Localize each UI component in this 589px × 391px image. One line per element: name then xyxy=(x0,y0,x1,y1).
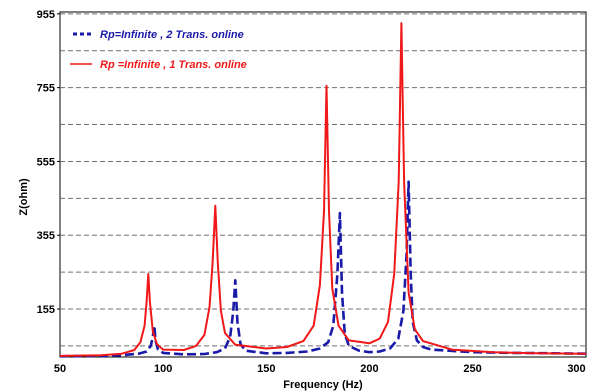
series-line-1 xyxy=(59,180,587,358)
x-tick-label: 100 xyxy=(154,363,172,375)
legend: Rp=Infinite , 2 Trans. online Rp =Infini… xyxy=(70,29,247,71)
y-tick-label: 755 xyxy=(37,83,55,95)
series-layer xyxy=(59,22,587,358)
x-tick-label: 200 xyxy=(360,363,378,375)
x-tick-label: 250 xyxy=(463,363,481,375)
x-tick-label: 50 xyxy=(54,363,66,375)
legend-label-series-1: Rp=Infinite , 2 Trans. online xyxy=(100,29,244,41)
x-axis-title: Frequency (Hz) xyxy=(283,379,363,391)
y-tick-label: 155 xyxy=(37,304,55,316)
x-tick-label: 300 xyxy=(567,363,585,375)
series-line-2 xyxy=(59,22,587,357)
y-tick-label: 355 xyxy=(37,230,55,242)
legend-label-series-2: Rp =Infinite , 1 Trans. online xyxy=(100,59,247,71)
y-tick-label: 555 xyxy=(37,156,55,168)
y-tick-label: 955 xyxy=(37,9,55,21)
x-tick-label: 150 xyxy=(257,363,275,375)
y-axis-title: Z(ohm) xyxy=(18,178,30,216)
tick-labels: 155 355 555 755 955 50 100 150 200 250 300 xyxy=(37,9,586,375)
